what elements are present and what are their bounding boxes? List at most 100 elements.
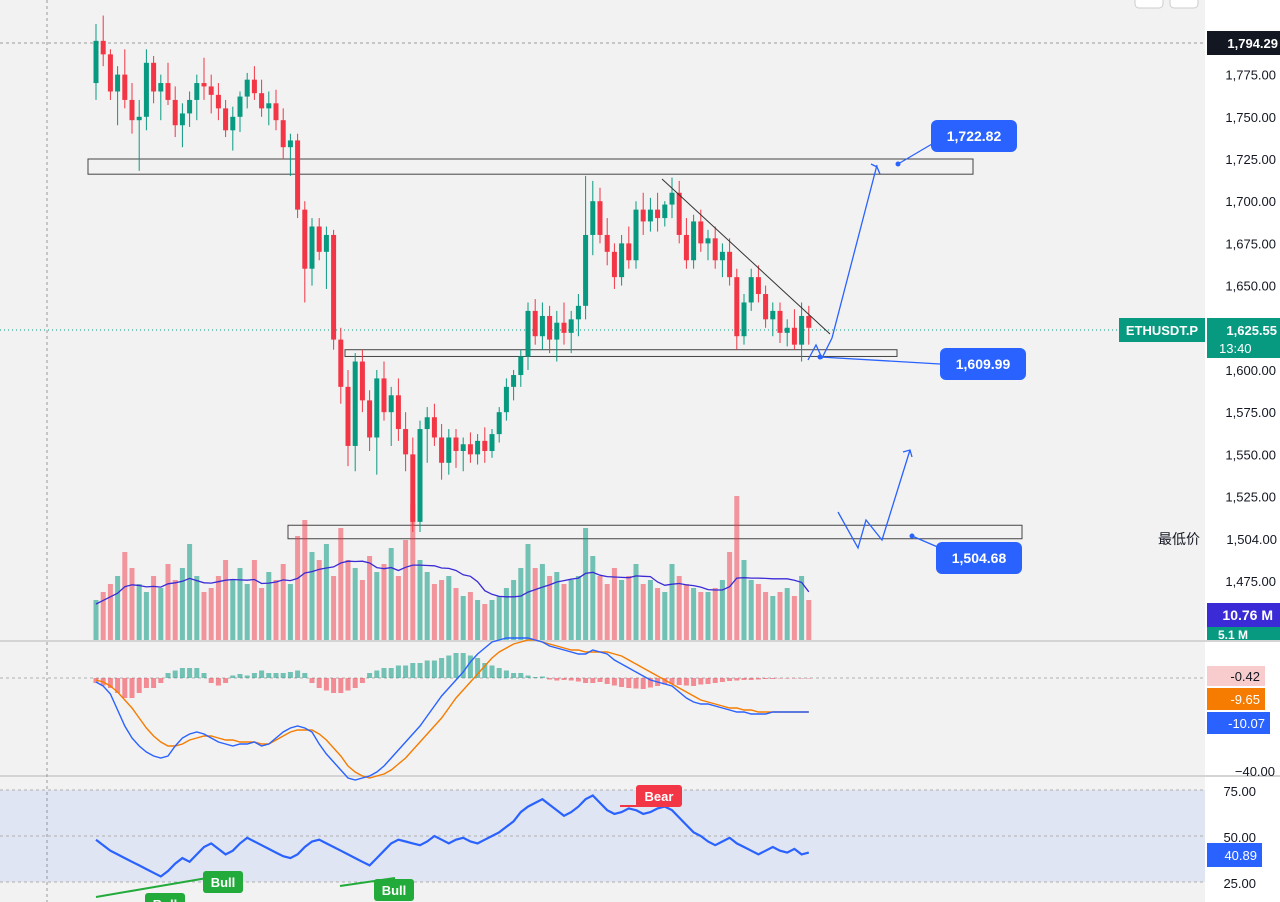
macd-hist-bar — [187, 668, 193, 678]
callout-leader-1 — [897, 143, 933, 165]
rsi-line — [95, 794, 810, 878]
volume-bar — [590, 556, 596, 640]
price-axis: 1,775.00 1,750.00 1,725.00 1,700.00 1,675.00… — [1225, 68, 1276, 589]
volume-bar — [367, 556, 373, 640]
volume-bar — [359, 580, 365, 640]
volume-bar — [683, 584, 689, 640]
volume-bar — [640, 584, 646, 640]
divergence-badge — [374, 879, 414, 901]
last-price-label: 1,625.55 — [1226, 323, 1277, 338]
volume-bar — [799, 576, 805, 640]
macd-hist-bar — [201, 673, 207, 678]
volume-bar — [410, 504, 416, 640]
volume-bar — [107, 584, 113, 640]
candle-body — [453, 437, 459, 451]
arrow-head-lower — [902, 449, 913, 458]
volume-bar — [287, 584, 293, 640]
macd-hist-bar — [554, 678, 560, 681]
macd-hist-bar — [338, 678, 344, 693]
candle-body — [323, 234, 329, 252]
candle-body — [381, 378, 387, 413]
candle-body — [597, 201, 603, 235]
symbol-label: ETHUSDT.P — [1126, 323, 1199, 338]
candle-body — [669, 192, 675, 205]
macd-hist-bar — [129, 678, 135, 698]
volume-bar — [532, 568, 538, 640]
macd-hist-bar — [532, 677, 538, 678]
volume-bar — [338, 528, 344, 640]
candle-body — [417, 429, 423, 522]
candle-body — [705, 238, 711, 244]
volume-bar — [539, 564, 545, 640]
volume-bar — [352, 568, 358, 640]
candle-body — [194, 83, 200, 100]
volume-bar — [395, 576, 401, 640]
volume-bar — [179, 568, 185, 640]
volume-bar — [568, 580, 574, 640]
divergence-badge-label: Bear — [645, 789, 674, 804]
candles-layer — [93, 15, 812, 532]
candle-body — [683, 234, 689, 261]
volume-bar — [280, 564, 286, 640]
low-price-caption: 最低价 — [1158, 532, 1200, 548]
price-axis-tick: 1,550.00 — [1225, 447, 1276, 462]
macd-hist-bar — [122, 678, 128, 698]
price-axis-tick: 1,600.00 — [1225, 363, 1276, 378]
macd-hist-bar — [107, 678, 113, 688]
price-axis-tick: 1,525.00 — [1225, 490, 1276, 505]
candle-body — [755, 277, 761, 295]
volume-layer — [93, 496, 812, 640]
macd-hist-bar — [244, 675, 250, 678]
macd-hist-bar — [251, 673, 257, 678]
volume-bar — [518, 568, 524, 640]
toolbar-icon-button-2[interactable] — [1169, 0, 1199, 9]
candle-body — [554, 322, 560, 340]
rsi-pane-bg — [0, 777, 1205, 902]
candle-body — [431, 417, 437, 438]
price-axis-tick: 1,575.00 — [1225, 405, 1276, 420]
divergence-badge — [203, 871, 243, 893]
price-pane-bg — [0, 0, 1205, 640]
macd-hist-bar — [734, 678, 740, 681]
macd-hist-bar — [460, 653, 466, 678]
candle-body — [719, 251, 725, 261]
volume-bar — [259, 588, 265, 640]
symbol-badge[interactable] — [1119, 318, 1205, 342]
macd-hist-bar — [259, 670, 265, 678]
toolbar-icon-button-1[interactable] — [1134, 0, 1164, 9]
macd-hist-bar — [647, 678, 653, 688]
volume-bar — [633, 564, 639, 640]
candle-body — [237, 96, 243, 117]
candle-body — [367, 400, 373, 438]
volume-bar — [158, 588, 164, 640]
price-callout-label: 1,609.99 — [956, 356, 1011, 372]
macd-hist-bar — [799, 678, 805, 679]
macd-hist-bar — [583, 678, 589, 683]
price-callout-box — [940, 348, 1026, 380]
candle-body — [748, 277, 754, 303]
volume-bar — [323, 544, 329, 640]
macd-hist-bar — [395, 665, 401, 678]
callout-anchor-3 — [909, 533, 915, 539]
price-callout-box — [936, 542, 1022, 574]
candle-body — [806, 315, 812, 328]
volume-last-label: 10.76 M — [1222, 607, 1273, 623]
macd-hist-bar — [611, 678, 617, 686]
candle-body — [158, 83, 164, 92]
candle-body — [532, 310, 538, 337]
volume-bar — [496, 596, 502, 640]
divergence-badge — [636, 785, 682, 807]
bull-divergence-line-1 — [95, 877, 208, 898]
candle-body — [100, 40, 106, 55]
volume-bar — [547, 576, 553, 640]
resistance-zone — [87, 158, 974, 175]
volume-bar — [266, 572, 272, 640]
candle-body — [359, 361, 365, 401]
candle-body — [129, 99, 135, 121]
candle-body — [482, 440, 488, 451]
macd-hist-bar — [172, 670, 178, 678]
rsi-tick-50: 50.00 — [1223, 830, 1256, 845]
candle-body — [287, 140, 293, 148]
candle-body — [676, 192, 682, 235]
